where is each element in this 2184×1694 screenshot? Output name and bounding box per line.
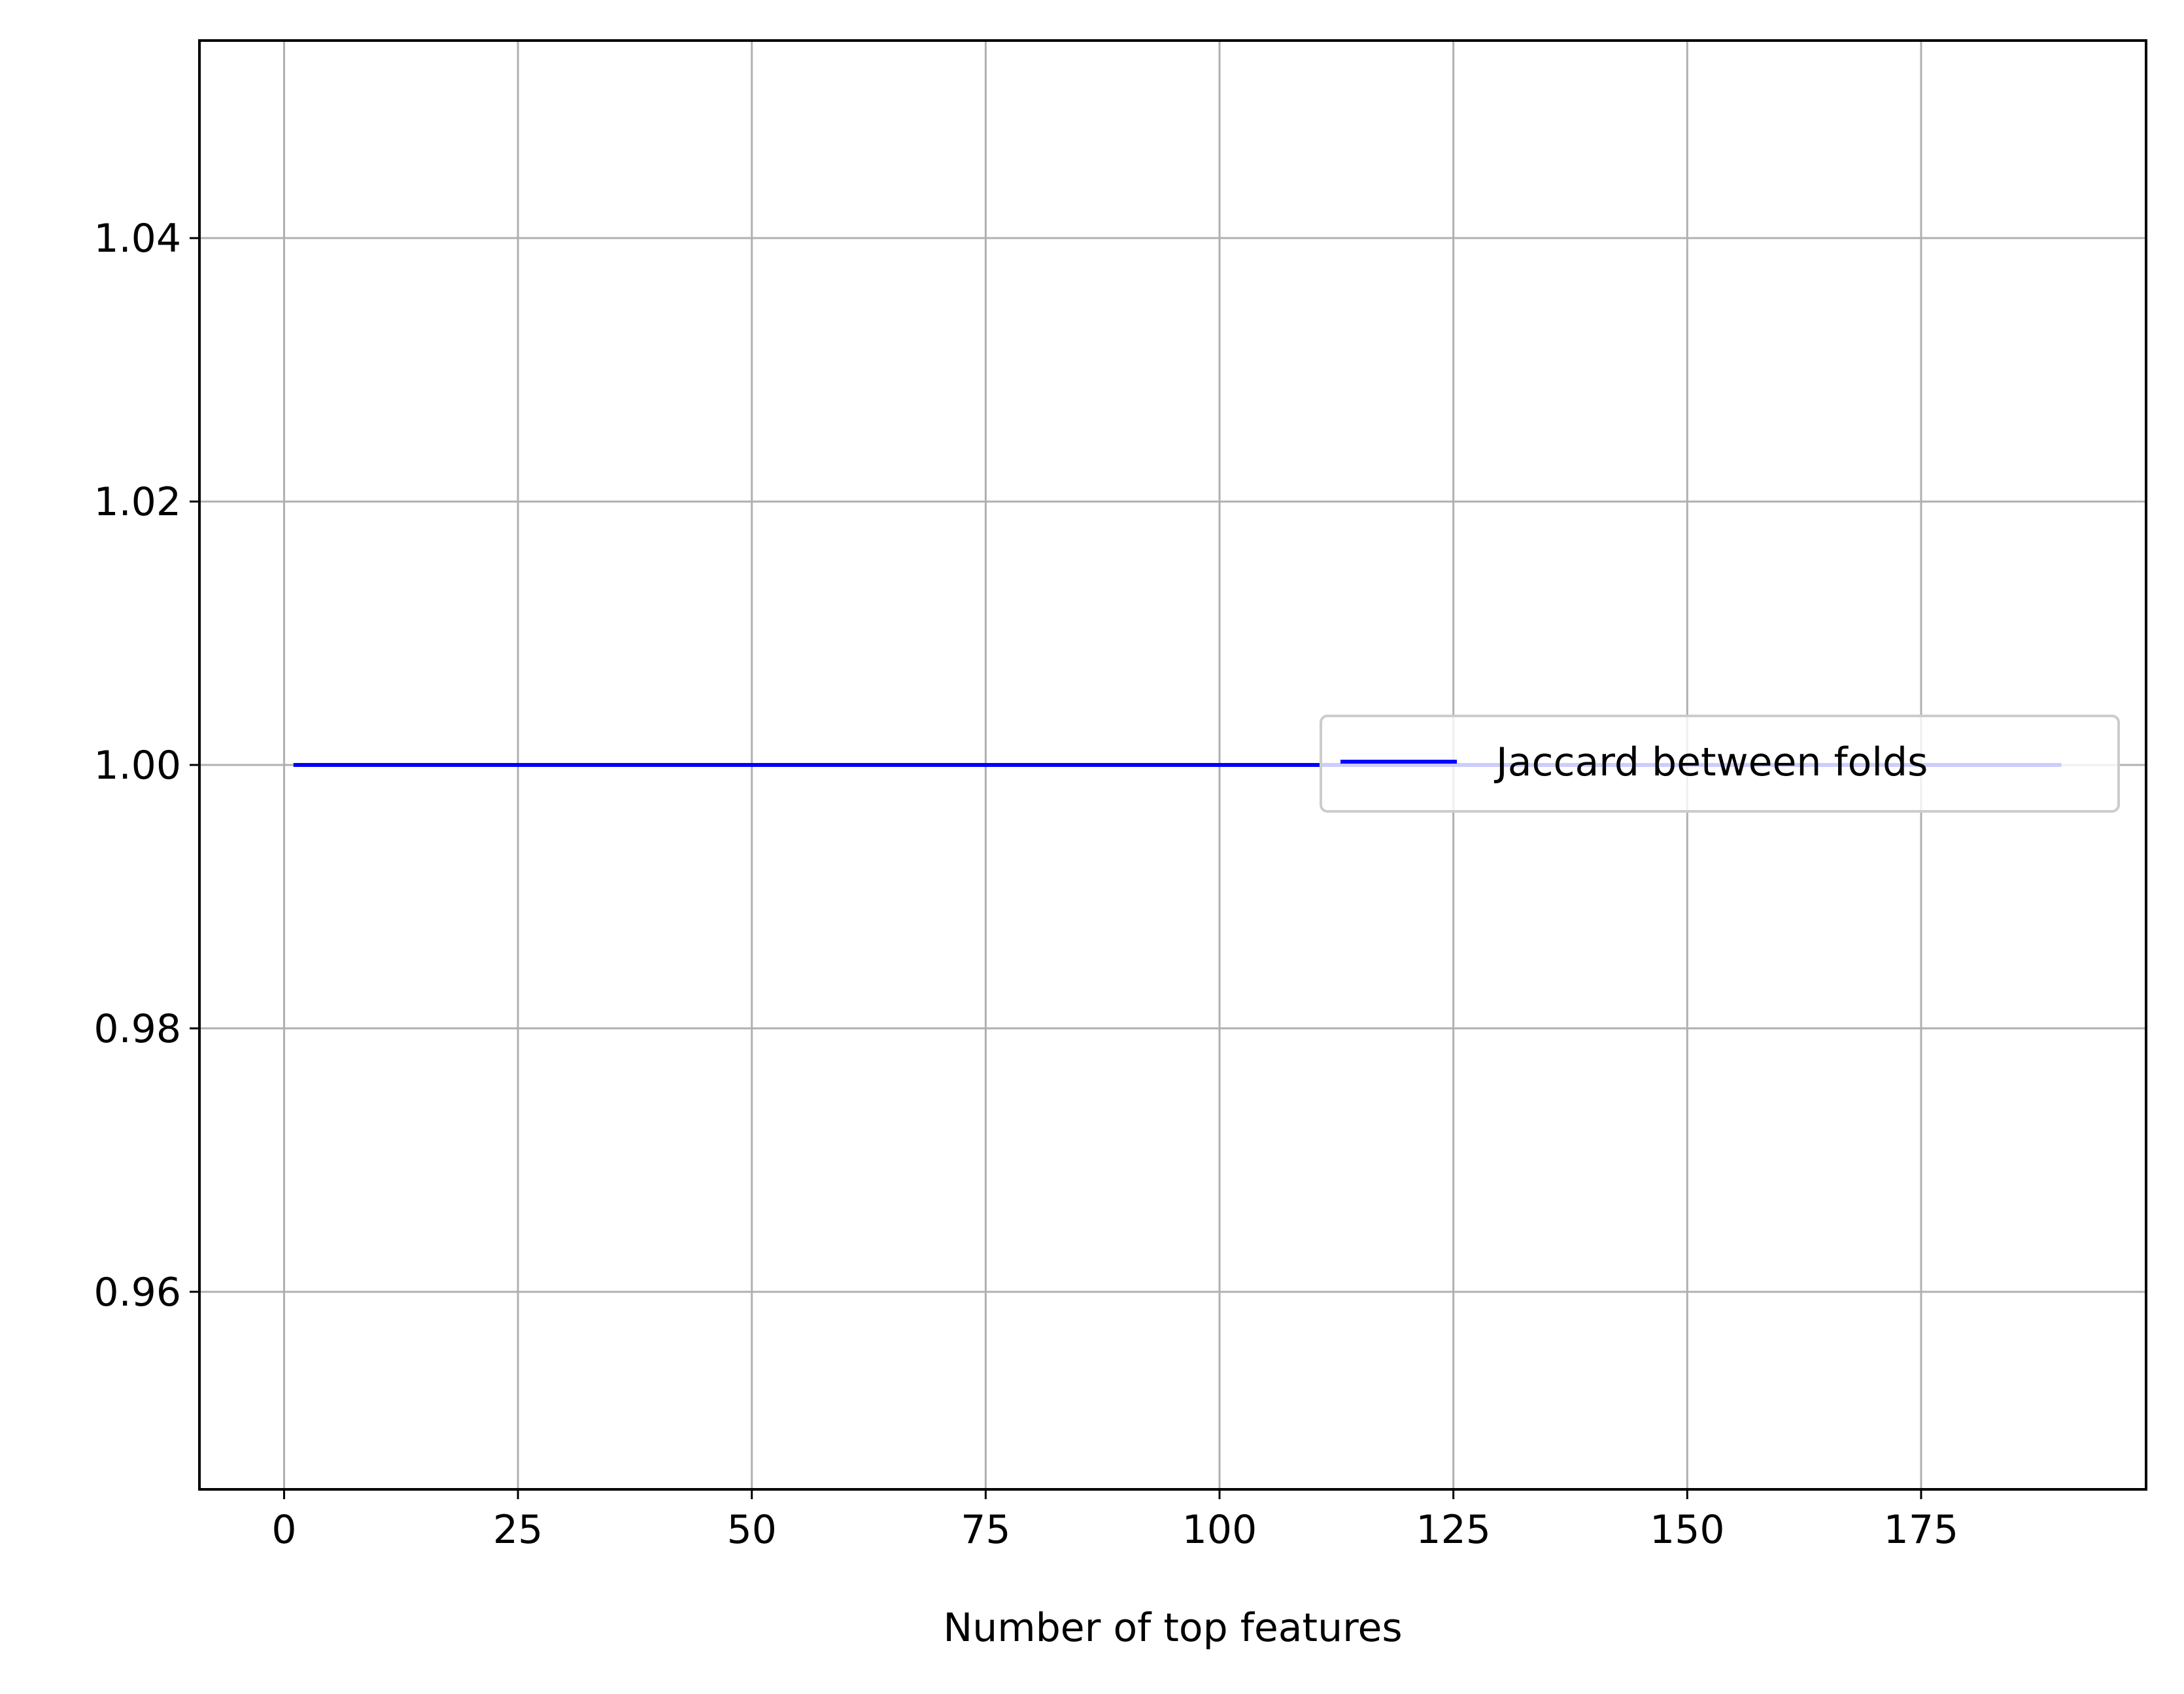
legend-box bbox=[1320, 715, 2120, 813]
x-tick-label: 50 bbox=[727, 1507, 777, 1553]
x-tick-label: 0 bbox=[271, 1507, 296, 1553]
x-axis-label: Number of top features bbox=[943, 1605, 1402, 1651]
y-tick-label: 1.00 bbox=[94, 743, 181, 788]
ticks: 0 25 50 75 100 125 150 175 0.96 0.98 1.00 1.02 1.04 bbox=[94, 216, 1958, 1553]
y-tick-label: 0.98 bbox=[94, 1006, 181, 1052]
y-tick-label: 0.96 bbox=[94, 1270, 181, 1315]
x-tick-label: 175 bbox=[1884, 1507, 1959, 1553]
y-tick-label: 1.04 bbox=[94, 216, 181, 262]
x-tick-label: 25 bbox=[493, 1507, 543, 1553]
legend-label: Jaccard between folds bbox=[1493, 739, 1928, 785]
x-tick-label: 150 bbox=[1650, 1507, 1725, 1553]
x-tick-label: 75 bbox=[961, 1507, 1010, 1553]
x-tick-label: 125 bbox=[1416, 1507, 1491, 1553]
y-tick-label: 1.02 bbox=[94, 479, 181, 525]
legend: Jaccard between folds bbox=[1320, 715, 2120, 813]
x-tick-label: 100 bbox=[1182, 1507, 1257, 1553]
